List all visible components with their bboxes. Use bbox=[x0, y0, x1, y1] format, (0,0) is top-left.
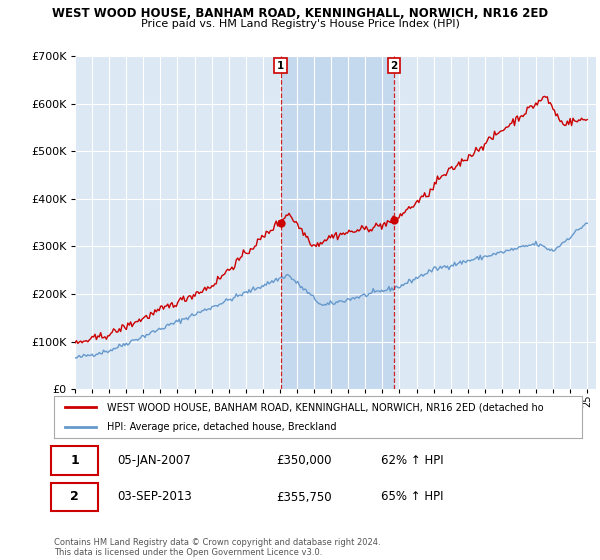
Bar bbox=[281, 56, 394, 389]
FancyBboxPatch shape bbox=[52, 446, 98, 475]
Text: WEST WOOD HOUSE, BANHAM ROAD, KENNINGHALL, NORWICH, NR16 2ED: WEST WOOD HOUSE, BANHAM ROAD, KENNINGHAL… bbox=[52, 7, 548, 20]
Text: 1: 1 bbox=[70, 454, 79, 467]
Text: £350,000: £350,000 bbox=[276, 454, 331, 467]
Text: 1: 1 bbox=[277, 60, 284, 71]
Text: HPI: Average price, detached house, Breckland: HPI: Average price, detached house, Brec… bbox=[107, 422, 337, 432]
Text: WEST WOOD HOUSE, BANHAM ROAD, KENNINGHALL, NORWICH, NR16 2ED (detached ho: WEST WOOD HOUSE, BANHAM ROAD, KENNINGHAL… bbox=[107, 402, 544, 412]
Text: Contains HM Land Registry data © Crown copyright and database right 2024.
This d: Contains HM Land Registry data © Crown c… bbox=[54, 538, 380, 557]
Text: 2: 2 bbox=[390, 60, 397, 71]
Text: Price paid vs. HM Land Registry's House Price Index (HPI): Price paid vs. HM Land Registry's House … bbox=[140, 19, 460, 29]
FancyBboxPatch shape bbox=[52, 483, 98, 511]
Text: 05-JAN-2007: 05-JAN-2007 bbox=[118, 454, 191, 467]
Text: £355,750: £355,750 bbox=[276, 491, 331, 503]
Text: 62% ↑ HPI: 62% ↑ HPI bbox=[382, 454, 444, 467]
Text: 03-SEP-2013: 03-SEP-2013 bbox=[118, 491, 192, 503]
Text: 65% ↑ HPI: 65% ↑ HPI bbox=[382, 491, 444, 503]
Text: 2: 2 bbox=[70, 491, 79, 503]
